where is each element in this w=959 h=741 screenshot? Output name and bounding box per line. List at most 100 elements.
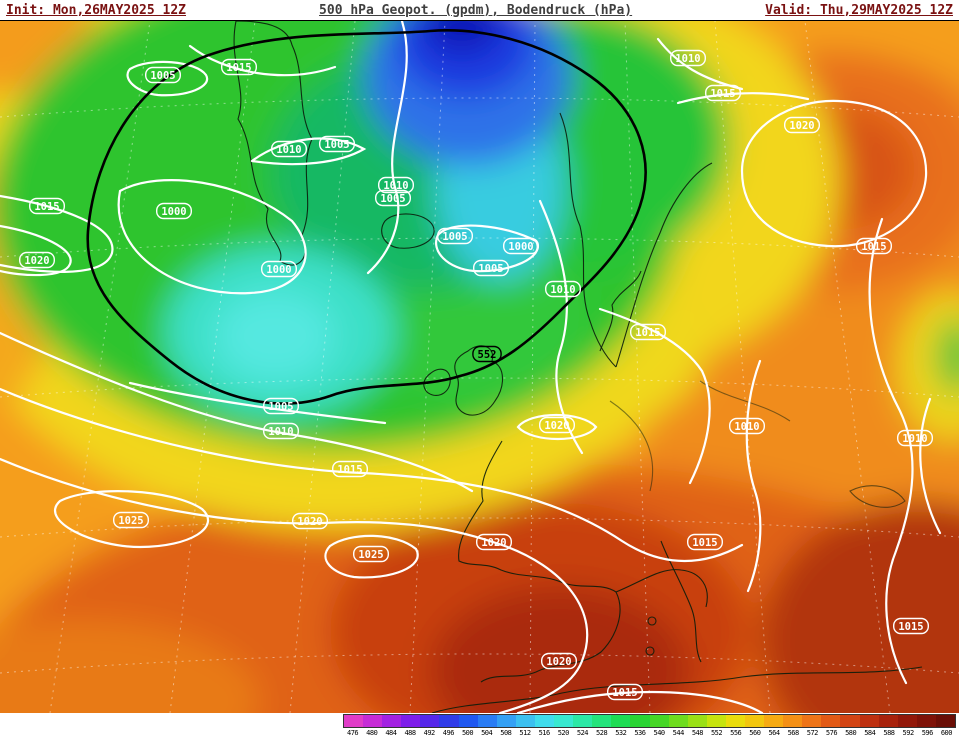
- svg-text:1010: 1010: [383, 180, 408, 192]
- colorbar-cell: [706, 715, 726, 727]
- colorbar-value: 536: [634, 729, 646, 737]
- isobar-label: 1000: [261, 260, 298, 278]
- svg-text:1005: 1005: [380, 193, 405, 205]
- isobar-label: 1010: [545, 280, 582, 298]
- colorbar-cell: [916, 715, 936, 727]
- colorbar-value: 520: [557, 729, 570, 737]
- svg-text:1015: 1015: [710, 88, 735, 100]
- colorbar-value: 588: [883, 729, 895, 737]
- colorbar-cell: [649, 715, 669, 727]
- colorbar-value: 544: [672, 729, 685, 737]
- colorbar-value: 584: [864, 729, 876, 737]
- colorbar-cell: [592, 715, 612, 727]
- isobar-label: 1015: [220, 58, 257, 76]
- colorbar-value: 524: [576, 729, 589, 737]
- isobar-label: 1015: [893, 617, 930, 635]
- isobar-label: 1005: [263, 397, 300, 415]
- colorbar-cell: [725, 715, 745, 727]
- colorbar-cell: [668, 715, 688, 727]
- svg-text:1015: 1015: [898, 621, 923, 633]
- svg-text:1010: 1010: [268, 426, 293, 438]
- colorbar-value: 528: [596, 729, 608, 737]
- latlon-grid: [0, 21, 959, 713]
- svg-text:1010: 1010: [550, 284, 575, 296]
- colorbar-cells: [343, 714, 956, 728]
- colorbar-value: 476: [347, 729, 359, 737]
- isobar-label: 1025: [353, 545, 390, 563]
- colorbar-value: 580: [845, 729, 857, 737]
- data-source-block: Data: AIFS (ECMWF) OPER 0.250° WWW.WETTE…: [6, 714, 205, 741]
- isobar-label: 1015: [607, 683, 644, 701]
- colorbar-value: 548: [691, 729, 704, 737]
- colorbar-values: 476 480 484 488 492 496 500 504 508 512 516 520 524 5…: [343, 729, 956, 737]
- svg-text:1005: 1005: [150, 70, 175, 82]
- svg-text:1015: 1015: [337, 464, 362, 476]
- valid-timestamp: Valid: Thu,29MAY2025 12Z: [765, 2, 953, 18]
- geopotential-contour-552: [86, 29, 647, 405]
- colorbar-cell: [840, 715, 860, 727]
- geopotential-color-field: [0, 21, 959, 713]
- colorbar-value: 532: [615, 729, 627, 737]
- isobar-contours: [0, 21, 942, 713]
- svg-text:1005: 1005: [442, 231, 467, 243]
- svg-text:1015: 1015: [34, 201, 59, 213]
- colorbar-cell: [878, 715, 898, 727]
- colorbar-value: 564: [768, 729, 780, 737]
- colorbar-cell: [687, 715, 707, 727]
- svg-text:1000: 1000: [161, 206, 186, 218]
- isobar-label: 1000: [155, 202, 192, 220]
- colorbar-value: 596: [921, 729, 934, 737]
- svg-text:1025: 1025: [358, 549, 383, 561]
- isobar-label: 1005: [319, 135, 356, 153]
- colorbar-value: 568: [787, 729, 800, 737]
- colorbar-cell: [897, 715, 917, 727]
- colorbar-value: 556: [730, 729, 742, 737]
- svg-text:1000: 1000: [508, 241, 533, 253]
- colorbar-cell: [401, 715, 421, 727]
- svg-text:1005: 1005: [268, 401, 293, 413]
- colorbar-cell: [554, 715, 574, 727]
- svg-text:1020: 1020: [297, 516, 322, 528]
- colorbar-cell: [515, 715, 535, 727]
- colorbar-cell: [935, 715, 955, 727]
- colorbar-cell: [458, 715, 478, 727]
- colorbar-value: 540: [653, 729, 666, 737]
- isobar-label: 1020: [539, 416, 576, 434]
- colorbar-value: 552: [710, 729, 723, 737]
- isobar-label: 1005: [144, 66, 181, 84]
- isobar-label: 1015: [856, 237, 893, 255]
- colorbar-cell: [477, 715, 497, 727]
- colorbar-value: 600: [940, 729, 953, 737]
- svg-text:1020: 1020: [546, 656, 571, 668]
- colorbar-cell: [744, 715, 765, 727]
- svg-text:1000: 1000: [266, 264, 291, 276]
- isobar-label: 1010: [897, 429, 934, 447]
- svg-text:1015: 1015: [861, 241, 886, 253]
- svg-text:1010: 1010: [734, 421, 759, 433]
- colorbar-value: 496: [442, 729, 455, 737]
- isobar-label: 1010: [271, 140, 308, 158]
- header-bar: Init: Mon,26MAY2025 12Z 500 hPa Geopot. …: [0, 0, 959, 20]
- colorbar-cell: [496, 715, 516, 727]
- isobar-label: 1020: [784, 116, 821, 134]
- svg-text:1010: 1010: [675, 53, 700, 65]
- isobar-label: 1005: [437, 227, 474, 245]
- svg-text:1020: 1020: [24, 255, 49, 267]
- colorbar-cell: [802, 715, 822, 727]
- colorbar-value: 572: [806, 729, 819, 737]
- colorbar-value: 560: [749, 729, 761, 737]
- colorbar-cell: [764, 715, 784, 727]
- colorbar-cell: [363, 715, 383, 727]
- colorbar-cell: [534, 715, 555, 727]
- isobar-label: 1020: [476, 533, 513, 551]
- colorbar-value: 512: [519, 729, 531, 737]
- colorbar-value: 492: [423, 729, 436, 737]
- svg-text:1025: 1025: [118, 515, 143, 527]
- isobar-label: 1015: [687, 533, 724, 551]
- colorbar-value: 508: [500, 729, 512, 737]
- svg-text:1010: 1010: [276, 144, 301, 156]
- colorbar-cell: [611, 715, 631, 727]
- svg-text:1015: 1015: [692, 537, 717, 549]
